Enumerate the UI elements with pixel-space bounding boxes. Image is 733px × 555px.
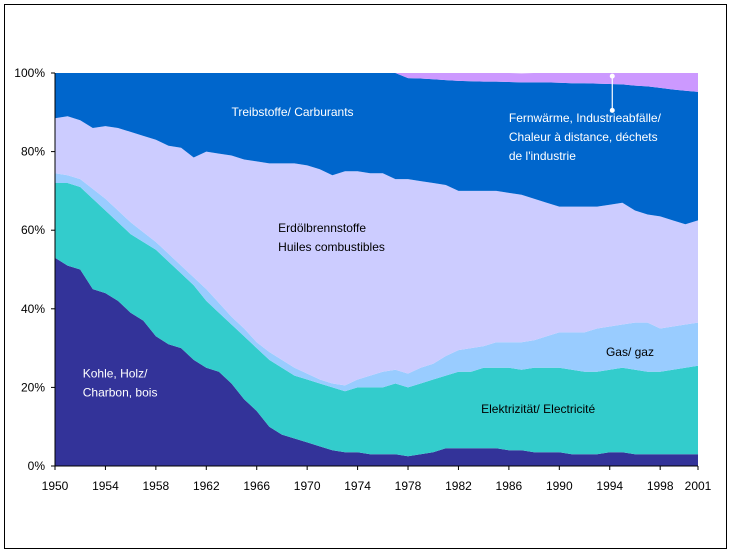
x-tick-label: 1982 (445, 479, 472, 493)
label-line: Huiles combustibles (278, 240, 385, 254)
label-line: Kohle, Holz/ (83, 367, 148, 381)
y-tick-label: 20% (21, 380, 45, 394)
x-tick-label: 1950 (42, 479, 69, 493)
x-tick-label: 2001 (685, 479, 712, 493)
label-line: Charbon, bois (83, 386, 158, 400)
x-tick-label: 1990 (546, 479, 573, 493)
label-line: Treibstoffe/ Carburants (232, 105, 354, 119)
y-ticks: 0% 20% 40% 60% 80% 100% (14, 66, 55, 473)
label-oil: Erdölbrennstoffe Huiles combustibles (278, 221, 385, 254)
x-tick-label: 1998 (647, 479, 674, 493)
label-district: Fernwärme, Industrieabfälle/Chaleur à di… (509, 111, 662, 163)
x-tick-label: 1970 (294, 479, 321, 493)
area-series-4 (55, 73, 698, 225)
label-line: Chaleur à distance, déchets (509, 130, 658, 144)
area-series-3 (55, 116, 698, 386)
y-tick-label: 40% (21, 302, 45, 316)
axes (54, 73, 698, 467)
label-elec: Elektrizität/ Electricité (481, 402, 595, 416)
label-line: de l'industrie (509, 149, 576, 163)
callout-dot-bottom (609, 107, 615, 113)
x-tick-label: 1986 (496, 479, 523, 493)
label-coal: Kohle, Holz/Charbon, bois (83, 367, 158, 400)
district-heat-callout (609, 73, 615, 113)
y-tick-label: 0% (28, 459, 46, 473)
label-line: Elektrizität/ Electricité (481, 402, 595, 416)
x-tick-label: 1966 (243, 479, 270, 493)
x-tick-label: 1954 (92, 479, 119, 493)
y-tick-label: 100% (14, 66, 45, 80)
label-line: Fernwärme, Industrieabfälle/ (509, 111, 662, 125)
y-tick-label: 80% (21, 145, 45, 159)
callout-dot-top (609, 73, 615, 79)
label-gas: Gas/ gaz (606, 345, 654, 359)
inline-labels: Kohle, Holz/Charbon, bois Erdölbrennstoff… (83, 105, 662, 416)
area-series-2 (55, 173, 698, 392)
area-series-5 (55, 73, 698, 92)
area-layers (55, 73, 698, 466)
x-ticks: 1950 1954 1958 1962 1966 1970 1974 1978 1982 1986… (42, 466, 712, 493)
label-line: Gas/ gaz (606, 345, 654, 359)
x-tick-label: 1978 (395, 479, 422, 493)
x-tick-label: 1962 (193, 479, 220, 493)
area-series-0 (55, 257, 698, 466)
x-tick-label: 1994 (596, 479, 623, 493)
area-series-1 (55, 183, 698, 457)
label-line: Erdölbrennstoffe (278, 221, 366, 235)
y-tick-label: 60% (21, 223, 45, 237)
x-tick-label: 1958 (143, 479, 170, 493)
x-tick-label: 1974 (344, 479, 371, 493)
label-fuels: Treibstoffe/ Carburants (232, 105, 354, 119)
